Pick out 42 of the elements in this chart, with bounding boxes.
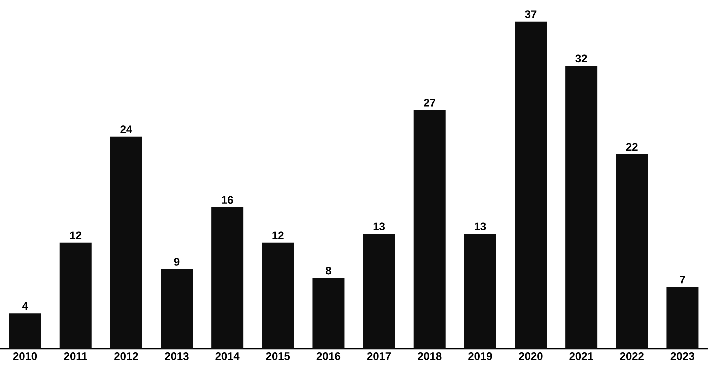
- bar: [566, 66, 598, 349]
- data-label: 32: [576, 54, 588, 63]
- bar: [414, 110, 446, 349]
- x-tick-label: 2011: [64, 352, 88, 360]
- bar: [616, 154, 648, 349]
- x-tick-label: 2022: [620, 352, 644, 360]
- x-tick-label: 2012: [114, 352, 138, 360]
- bar: [161, 269, 194, 349]
- x-tick-label: 2020: [519, 352, 543, 360]
- data-label: 16: [222, 196, 234, 204]
- data-label: 13: [475, 222, 486, 231]
- x-tick-label: 2017: [367, 352, 392, 360]
- data-label: 9: [174, 258, 180, 266]
- x-tick-label: 2019: [468, 352, 492, 360]
- data-label: 7: [680, 276, 686, 284]
- data-label: 12: [70, 232, 82, 240]
- data-label: 12: [272, 232, 284, 240]
- data-label: 27: [424, 99, 436, 107]
- data-label: 8: [326, 266, 332, 275]
- bar: [363, 234, 396, 349]
- bar: [110, 136, 142, 349]
- x-tick-label: 2016: [316, 352, 341, 360]
- bar: [262, 242, 294, 349]
- x-tick-label: 2018: [418, 352, 442, 360]
- bar: [9, 314, 42, 349]
- bar: [515, 22, 547, 349]
- x-tick-label: 2021: [570, 352, 594, 360]
- data-label: 22: [626, 143, 638, 151]
- x-tick-label: 2013: [165, 352, 189, 360]
- bar: [60, 242, 92, 349]
- bar: [212, 208, 244, 349]
- data-label: 37: [525, 10, 537, 18]
- bar: [464, 234, 496, 349]
- bar: [312, 278, 345, 349]
- data-label: 4: [22, 302, 28, 310]
- x-tick-label: 2015: [266, 352, 290, 360]
- bar: [666, 287, 699, 349]
- x-tick-label: 2014: [216, 352, 240, 360]
- data-label: 13: [374, 222, 386, 231]
- data-label: 24: [120, 126, 132, 134]
- x-tick-label: 2010: [13, 352, 38, 360]
- x-tick-label: 2023: [670, 352, 695, 360]
